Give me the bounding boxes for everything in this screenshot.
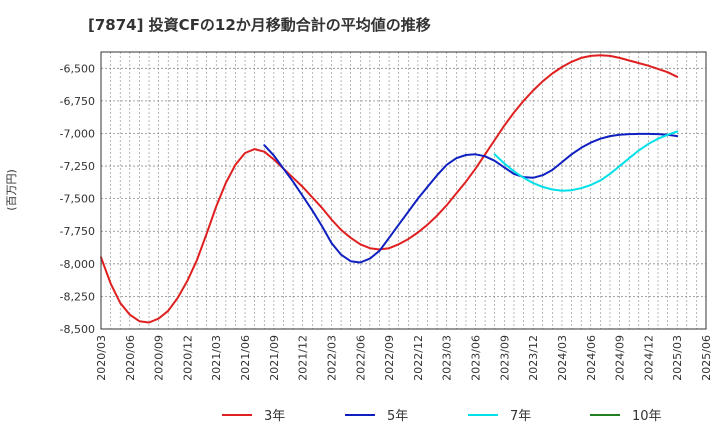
x-tick-label: 2023/03	[441, 335, 454, 381]
x-tick-label: 2023/06	[470, 335, 483, 381]
x-tick-label: 2023/09	[498, 335, 511, 381]
plot-frame	[100, 51, 707, 330]
y-axis-label: (百万円)	[5, 169, 18, 211]
y-tick-label: -8,500	[60, 323, 95, 336]
x-tick-label: 2022/03	[325, 335, 338, 381]
x-tick-label: 2022/12	[412, 335, 425, 381]
x-tick-label: 2021/06	[239, 335, 252, 381]
x-axis-ticks: 2020/03 2020/06 2020/09 2020/12 2021/03 2021/…	[95, 335, 713, 381]
x-tick-label: 2024/06	[585, 335, 598, 381]
y-tick-label: -8,250	[60, 290, 95, 303]
x-tick-label: 2025/03	[671, 335, 684, 381]
chart-title: [7874] 投資CFの12か月移動合計の平均値の推移	[88, 16, 431, 34]
series-line	[263, 132, 679, 264]
x-tick-label: 2020/06	[124, 335, 137, 381]
x-tick-label: 2024/12	[642, 335, 655, 381]
x-tick-label: 2023/12	[527, 335, 540, 381]
y-tick-label: -8,000	[60, 258, 95, 271]
x-tick-label: 2020/09	[153, 335, 166, 381]
y-tick-label: -7,000	[60, 127, 95, 140]
series-line	[100, 54, 679, 324]
x-tick-label: 2024/03	[556, 335, 569, 381]
grid-layer	[100, 52, 707, 330]
x-tick-label: 2021/09	[268, 335, 281, 381]
y-tick-label: -7,500	[60, 193, 95, 206]
legend-label: 5年	[387, 409, 408, 424]
legend: 3年 5年 7年 10年	[222, 409, 662, 424]
y-tick-label: -7,250	[60, 160, 95, 173]
series-line	[493, 130, 679, 192]
x-tick-label: 2020/12	[181, 335, 194, 381]
legend-label: 7年	[510, 409, 531, 424]
x-tick-label: 2020/03	[95, 335, 108, 381]
legend-label: 10年	[632, 409, 662, 424]
x-tick-label: 2021/12	[297, 335, 310, 381]
series-layer	[100, 54, 679, 324]
x-tick-label: 2022/09	[383, 335, 396, 381]
y-tick-label: -6,750	[60, 95, 95, 108]
x-tick-label: 2021/03	[210, 335, 223, 381]
x-tick-label: 2024/09	[614, 335, 627, 381]
legend-label: 3年	[264, 409, 285, 424]
y-tick-label: -7,750	[60, 225, 95, 238]
x-tick-label: 2025/06	[700, 335, 713, 381]
y-tick-label: -6,500	[60, 62, 95, 75]
y-axis-ticks: -6,500 -6,750 -7,000 -7,250 -7,500 -7,750 -8,0…	[60, 62, 95, 336]
x-tick-label: 2022/06	[354, 335, 367, 381]
